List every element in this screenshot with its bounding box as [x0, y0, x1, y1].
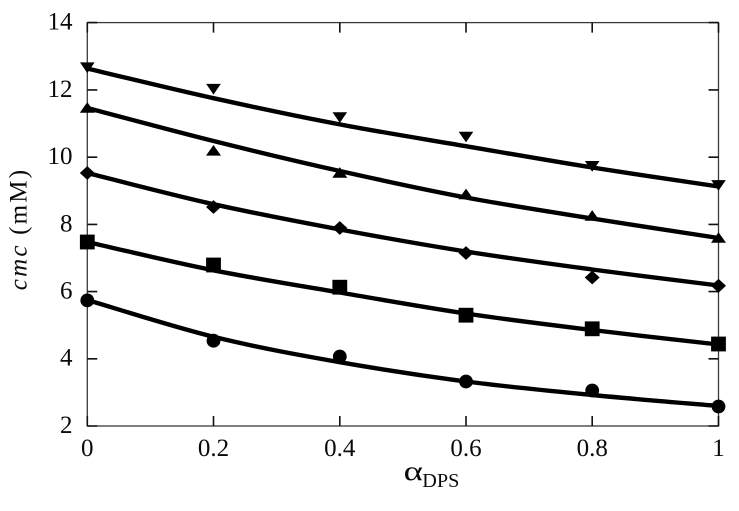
svg-text:10: 10	[48, 143, 73, 170]
svg-text:4: 4	[60, 345, 73, 372]
svg-text:cmc (mM): cmc (mM)	[6, 168, 33, 290]
svg-text:12: 12	[48, 76, 73, 103]
svg-text:6: 6	[60, 278, 73, 305]
svg-text:0.8: 0.8	[577, 435, 608, 462]
svg-text:0: 0	[81, 435, 94, 462]
svg-text:14: 14	[48, 9, 74, 36]
svg-text:0.6: 0.6	[450, 435, 481, 462]
svg-text:8: 8	[60, 210, 73, 237]
svg-text:0.2: 0.2	[198, 435, 229, 462]
svg-text:0.4: 0.4	[324, 435, 356, 462]
svg-text:1: 1	[712, 435, 725, 462]
svg-text:DPS: DPS	[422, 470, 459, 492]
svg-text:α: α	[404, 456, 423, 487]
svg-text:2: 2	[60, 412, 73, 439]
